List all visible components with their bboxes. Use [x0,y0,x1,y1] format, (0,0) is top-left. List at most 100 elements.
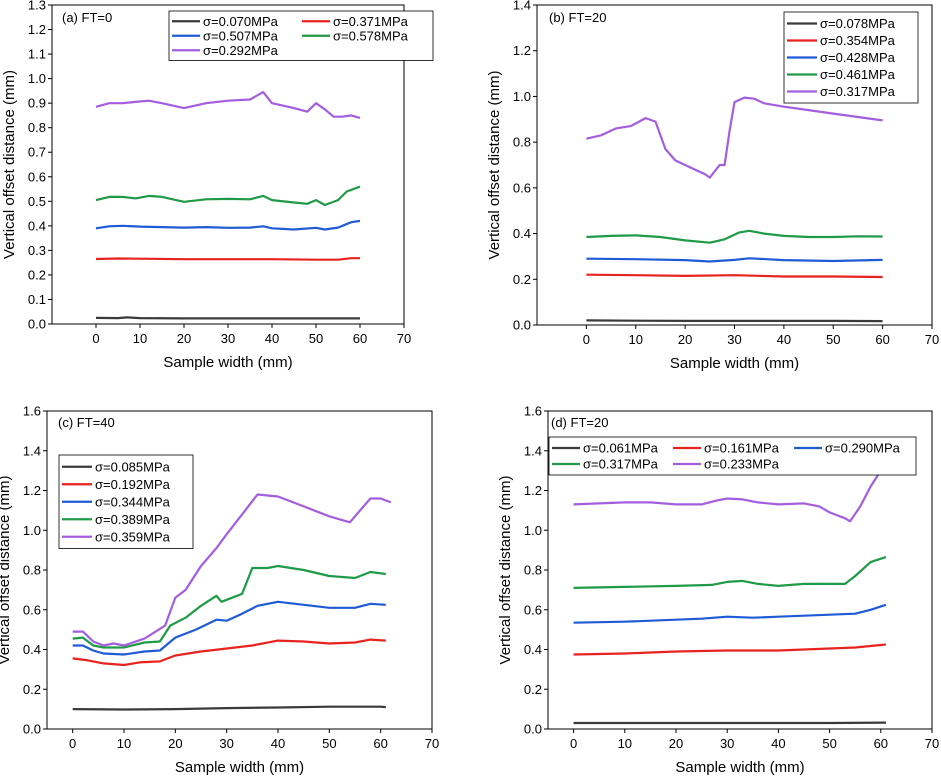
y-tick-label: 1.2 [23,483,41,498]
legend-entry: σ=0.359MPa [95,529,171,544]
legend-entry: σ=0.371MPa [333,14,409,29]
x-tick-label: 20 [168,736,182,751]
y-tick-label: 0.6 [23,602,41,617]
y-tick-label: 0.7 [28,145,46,160]
legend-entry: σ=0.344MPa [95,494,171,509]
series-line [573,556,887,589]
y-tick-label: 0.8 [513,135,531,150]
series-line [72,600,386,656]
y-axis-label: Vertical offset distance (mm) [1,70,18,259]
legend-entry: σ=0.070MPa [203,14,279,29]
legend-entry: σ=0.061MPa [583,441,659,456]
y-tick-label: 1.1 [28,47,46,62]
panel-a: 0 10 20 30 40 50 60 70 0.0 0.1 0.2 0.3 0.4 0.5 0.6 0.7 0… [1,0,434,371]
series-line [95,90,361,119]
y-tick-label: 0.0 [513,318,531,333]
panel-d: 0 10 20 30 40 50 60 70 0.0 0.2 0.4 0.6 0.8 1.0 1.2 1.4 1… [497,404,939,777]
y-tick-label: 0.9 [28,96,46,111]
x-tick-label: 10 [629,332,643,347]
y-tick-label: 0.3 [28,243,46,258]
legend-entry: σ=0.161MPa [704,441,780,456]
y-tick-label: 0.4 [513,226,531,241]
x-tick-label: 60 [875,332,889,347]
y-tick-label: 0.6 [28,169,46,184]
x-tick-label: 0 [570,736,577,751]
legend-box [548,436,917,476]
x-tick-label: 0 [583,332,590,347]
series-line [573,469,887,523]
panel-b: 0 10 20 30 40 50 60 70 0.0 0.2 0.4 0.6 0.8 1.0 1.2 1.4 S… [486,0,939,372]
x-tick-label: 40 [777,332,791,347]
y-tick-label: 1.6 [524,404,542,419]
series-line [573,643,887,656]
y-tick-label: 1.2 [28,22,46,37]
series-line [95,219,361,231]
x-axis-label: Sample width (mm) [175,759,304,776]
series-line [573,603,887,624]
x-axis-label: Sample width (mm) [675,759,804,776]
panel-label: (c) FT=40 [58,415,115,430]
panel-c: 0 10 20 30 40 50 60 70 0.0 0.2 0.4 0.6 0.8 1.0 1.2 1.4 1… [0,404,439,777]
x-tick-label: 10 [133,331,147,346]
y-tick-label: 0.0 [28,317,46,332]
legend-entry: σ=0.389MPa [95,512,171,527]
panel-label: (d) FT=20 [551,415,608,430]
panel-label: (b) FT=20 [549,10,606,25]
series-line [72,564,386,649]
legend-entry: σ=0.233MPa [704,457,780,472]
y-tick-label: 0.0 [23,722,41,737]
x-tick-label: 60 [373,736,387,751]
legend-entry: σ=0.085MPa [95,459,171,474]
y-tick-label: 1.6 [23,404,41,419]
y-tick-label: 1.4 [23,443,41,458]
x-tick-label: 40 [265,331,279,346]
x-tick-label: 30 [727,332,741,347]
x-tick-label: 70 [425,736,439,751]
y-tick-label: 0.4 [524,642,542,657]
x-tick-label: 0 [92,331,99,346]
x-tick-label: 60 [353,331,367,346]
x-tick-label: 30 [219,736,233,751]
y-tick-label: 0.6 [524,602,542,617]
x-tick-label: 40 [271,736,285,751]
legend-entry: σ=0.428MPa [820,50,896,65]
x-axis-label: Sample width (mm) [163,354,292,371]
legend-entry: σ=0.507MPa [203,28,279,43]
panel-label: (a) FT=0 [62,10,112,25]
x-tick-label: 60 [874,736,888,751]
series-line [72,705,386,711]
y-tick-label: 1.0 [23,523,41,538]
legend-entry: σ=0.578MPa [333,28,409,43]
y-tick-label: 0.4 [28,218,46,233]
x-tick-label: 20 [678,332,692,347]
y-tick-label: 0.0 [524,722,542,737]
y-tick-label: 0.2 [524,682,542,697]
y-axis-label: Vertical offset distance (mm) [486,71,503,260]
series-line [72,638,386,667]
x-tick-label: 50 [822,736,836,751]
y-tick-label: 1.3 [28,0,46,13]
y-tick-label: 1.2 [524,483,542,498]
series-line [586,96,883,179]
y-tick-label: 0.5 [28,194,46,209]
y-tick-label: 0.4 [23,642,41,657]
y-tick-label: 1.4 [524,443,542,458]
y-tick-label: 0.2 [23,682,41,697]
x-tick-label: 50 [322,736,336,751]
legend-entry: σ=0.354MPa [820,33,896,48]
y-tick-label: 0.8 [23,563,41,578]
x-tick-label: 20 [177,331,191,346]
x-tick-label: 70 [397,331,411,346]
series-line [586,273,883,279]
y-tick-label: 1.0 [28,71,46,86]
y-tick-label: 0.6 [513,180,531,195]
x-tick-label: 50 [826,332,840,347]
y-tick-label: 1.4 [513,0,531,13]
series-line [95,257,360,261]
x-tick-label: 50 [309,331,323,346]
y-axis-label: Vertical offset distance (mm) [497,476,514,665]
y-tick-label: 0.2 [513,272,531,287]
x-tick-label: 40 [771,736,785,751]
x-tick-label: 70 [925,736,939,751]
y-tick-label: 1.0 [513,89,531,104]
